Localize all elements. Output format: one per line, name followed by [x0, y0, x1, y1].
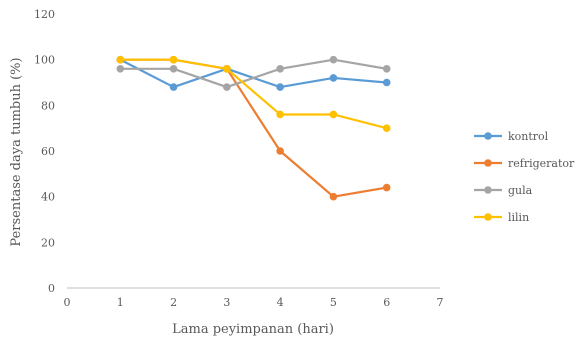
x-axis-ticks: 0 1 2 3 4 5 6 7: [64, 296, 444, 309]
legend-marker-gula: [484, 186, 492, 194]
x-tick-label: 1: [117, 296, 124, 309]
x-tick-label: 4: [277, 296, 284, 309]
x-axis-title: Lama peyimpanan (hari): [172, 322, 334, 337]
legend-marker-kontrol: [484, 132, 492, 140]
x-tick-label: 3: [223, 296, 230, 309]
data-point-lilin: [382, 124, 391, 132]
y-axis-ticks: 0 20 40 60 80 100 120: [34, 8, 55, 295]
data-point-kontrol: [382, 78, 391, 87]
series-lilin: [116, 55, 391, 132]
x-tick-label: 6: [383, 296, 390, 309]
series-line-gula: [120, 58, 387, 89]
data-point-gula: [382, 65, 391, 73]
y-tick-label: 0: [48, 282, 55, 295]
series-layer: [116, 55, 391, 201]
data-point-lilin: [116, 55, 125, 64]
data-point-gula: [329, 55, 338, 64]
data-point-lilin: [223, 65, 231, 73]
legend-item-refrigerator: refrigerator: [474, 157, 575, 170]
legend-item-gula: gula: [474, 184, 533, 197]
data-point-lilin: [276, 110, 284, 119]
y-tick-label: 20: [41, 236, 55, 249]
data-point-gula: [223, 83, 231, 91]
data-point-gula: [169, 65, 178, 73]
legend: kontrol refrigerator gula lilin: [474, 130, 575, 224]
legend-marker-refrigerator: [484, 159, 492, 167]
legend-item-lilin: lilin: [474, 211, 529, 224]
series-line-lilin: [120, 58, 387, 130]
data-point-gula: [116, 65, 125, 73]
x-tick-label: 2: [170, 296, 177, 309]
x-tick-label: 5: [330, 296, 337, 309]
data-point-refrigerator: [382, 183, 391, 192]
series-kontrol: [116, 55, 391, 91]
series-line-kontrol: [119, 58, 387, 89]
y-axis-title: Persentase daya tumbuh (%): [9, 57, 24, 246]
data-point-lilin: [169, 55, 178, 64]
data-point-gula: [276, 65, 284, 73]
y-tick-label: 100: [34, 54, 55, 67]
legend-label-gula: gula: [508, 184, 533, 197]
series-gula: [116, 55, 391, 91]
data-point-kontrol: [329, 74, 338, 82]
legend-item-kontrol: kontrol: [474, 130, 549, 143]
legend-label-refrigerator: refrigerator: [508, 157, 575, 170]
data-point-kontrol: [169, 83, 178, 91]
legend-label-lilin: lilin: [508, 211, 529, 224]
legend-label-kontrol: kontrol: [508, 130, 549, 143]
y-tick-label: 60: [41, 145, 55, 158]
data-point-kontrol: [276, 83, 284, 91]
x-tick-label: 0: [64, 296, 71, 309]
data-point-refrigerator: [329, 192, 338, 201]
legend-marker-lilin: [484, 213, 492, 221]
y-tick-label: 80: [41, 99, 55, 112]
y-tick-label: 40: [41, 191, 55, 204]
data-point-refrigerator: [276, 147, 284, 155]
y-tick-label: 120: [34, 8, 55, 21]
x-tick-label: 7: [437, 296, 444, 309]
data-point-lilin: [329, 110, 338, 119]
